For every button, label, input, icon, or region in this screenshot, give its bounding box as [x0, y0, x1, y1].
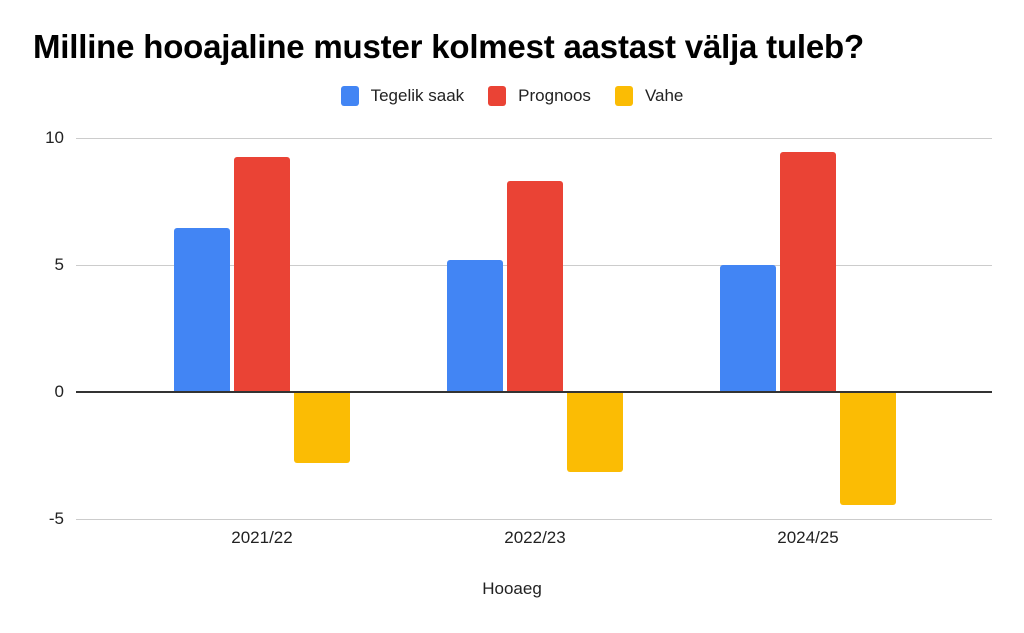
legend-item-vahe[interactable]: Vahe — [614, 86, 684, 106]
x-tick-2022-23: 2022/23 — [504, 528, 566, 547]
legend: Tegelik saak Prognoos Vahe — [0, 86, 1024, 106]
y-tick-10: 10 — [45, 128, 64, 147]
bar-prognoos-2022-23[interactable] — [507, 181, 563, 392]
bar-vahe-2024-25[interactable] — [840, 392, 896, 506]
legend-swatch-red — [488, 86, 507, 106]
y-tick-0: 0 — [54, 382, 64, 401]
legend-label: Vahe — [644, 86, 684, 105]
legend-label: Tegelik saak — [370, 86, 465, 105]
bar-prognoos-2024-25[interactable] — [780, 151, 836, 392]
x-axis-label: Hooaeg — [482, 579, 542, 598]
bar-tegelik-saak-2022-23[interactable] — [447, 259, 503, 392]
gridline-10 — [76, 138, 992, 139]
gridline-minus-5 — [76, 519, 992, 520]
chart-title: Milline hooajaline muster kolmest aastas… — [33, 28, 864, 65]
bar-tegelik-saak-2021-22[interactable] — [174, 228, 230, 392]
legend-label: Prognoos — [518, 86, 591, 105]
bar-prognoos-2021-22[interactable] — [234, 157, 290, 392]
bar-tegelik-saak-2024-25[interactable] — [720, 265, 776, 392]
legend-swatch-yellow — [614, 86, 633, 106]
zero-axis-line — [76, 391, 992, 393]
x-tick-2024-25: 2024/25 — [777, 528, 839, 547]
bar-vahe-2022-23[interactable] — [567, 392, 623, 472]
bar-vahe-2021-22[interactable] — [294, 392, 350, 464]
y-tick-minus-5: -5 — [48, 509, 64, 528]
legend-item-prognoos[interactable]: Prognoos — [488, 86, 591, 106]
y-tick-5: 5 — [54, 255, 64, 274]
x-tick-2021-22: 2021/22 — [231, 528, 293, 547]
legend-swatch-blue — [340, 86, 359, 106]
legend-item-tegelik-saak[interactable]: Tegelik saak — [340, 86, 465, 106]
